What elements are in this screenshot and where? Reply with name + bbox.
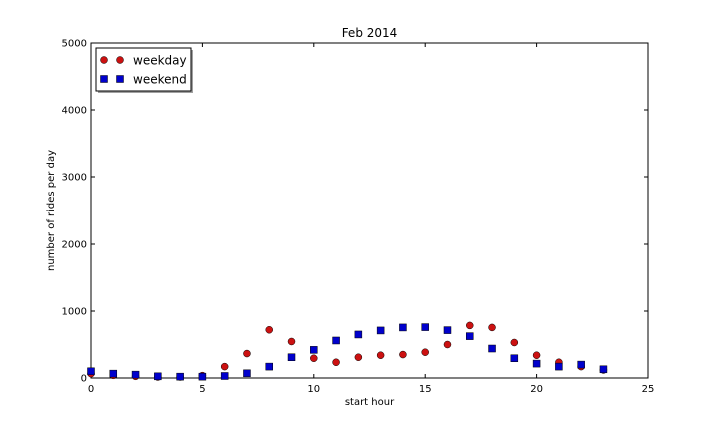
chart-title: Feb 2014 xyxy=(342,26,398,40)
weekday-point xyxy=(532,351,541,359)
weekday-point xyxy=(399,350,407,359)
weekend-point xyxy=(354,330,363,339)
legend-marker-weekday xyxy=(116,56,124,64)
weekend-point xyxy=(555,362,563,371)
weekend-point xyxy=(376,326,385,335)
weekend-point xyxy=(87,367,95,376)
y-tick-label: 5000 xyxy=(62,39,87,50)
plot-area: 0 5 10 15 20 25 0 1000 2000 3000 4000 5000 xyxy=(62,39,655,396)
x-tick-label: 25 xyxy=(642,384,655,395)
weekday-point xyxy=(310,354,318,362)
x-tick-label: 5 xyxy=(199,384,205,395)
weekday-point xyxy=(510,338,519,347)
x-tick-label: 10 xyxy=(307,384,320,395)
weekend-point xyxy=(243,369,251,378)
legend-box xyxy=(95,47,192,92)
weekend-point xyxy=(176,372,184,381)
weekday-point xyxy=(265,326,273,334)
y-tick-label: 0 xyxy=(81,374,87,385)
weekday-point xyxy=(421,348,429,356)
weekend-point xyxy=(399,323,407,332)
x-tick-label: 0 xyxy=(88,384,94,395)
weekend-point xyxy=(421,323,429,331)
weekend-point xyxy=(599,365,608,374)
weekday-point xyxy=(332,358,340,367)
y-tick-label: 2000 xyxy=(62,240,87,251)
weekday-point xyxy=(376,351,385,359)
weekend-point xyxy=(510,354,519,362)
x-tick-label: 15 xyxy=(419,384,432,395)
y-tick-label: 4000 xyxy=(62,106,87,117)
weekend-point xyxy=(287,353,296,361)
weekday-point xyxy=(243,349,251,358)
weekend-point xyxy=(466,332,474,340)
weekend-point xyxy=(443,326,452,334)
weekday-point xyxy=(488,323,496,332)
x-tick-label: 20 xyxy=(530,384,543,395)
plot-frame xyxy=(90,42,649,379)
weekday-point xyxy=(287,337,296,346)
weekend-point xyxy=(577,360,585,369)
weekend-point xyxy=(109,369,118,378)
weekend-point xyxy=(332,336,340,345)
legend: weekday weekend xyxy=(95,47,193,93)
weekday-point xyxy=(466,321,474,330)
weekday-point xyxy=(354,353,363,361)
legend-marker-weekend xyxy=(116,75,124,83)
legend-marker-weekend xyxy=(100,75,108,83)
legend-label-weekend: weekend xyxy=(133,73,187,87)
weekday-point xyxy=(220,362,229,371)
y-axis-label: number of rides per day xyxy=(46,150,57,271)
legend-marker-weekday xyxy=(100,56,108,64)
weekend-point xyxy=(220,372,229,380)
weekend-point xyxy=(131,370,140,379)
weekend-point xyxy=(488,344,496,353)
weekend-point xyxy=(198,372,207,381)
weekend-point xyxy=(265,362,273,371)
y-tick-label: 3000 xyxy=(62,173,87,184)
series-weekend xyxy=(87,323,608,381)
x-axis-label: start hour xyxy=(345,397,395,408)
weekend-point xyxy=(310,346,318,354)
y-tick-label: 1000 xyxy=(62,307,87,318)
legend-label-weekday: weekday xyxy=(133,54,187,68)
weekday-point xyxy=(443,340,452,349)
weekend-point xyxy=(154,372,162,381)
weekend-point xyxy=(532,359,541,368)
